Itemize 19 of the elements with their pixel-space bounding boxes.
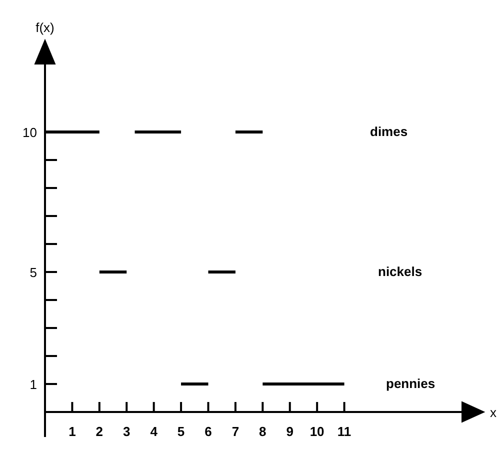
x-tick-label: 6 (204, 424, 212, 439)
x-tick-label: 10 (310, 424, 324, 439)
y-axis-title: f(x) (36, 20, 54, 35)
y-tick-label: 1 (30, 377, 37, 392)
x-tick-label: 11 (337, 424, 352, 439)
x-tick-label: 7 (232, 424, 240, 439)
y-tick-label: 5 (30, 265, 37, 280)
x-axis-title: x (490, 405, 497, 420)
x-tick-label: 3 (123, 424, 130, 439)
x-tick-label: 9 (286, 424, 294, 439)
x-tick-label: 1 (68, 424, 76, 439)
y-tick-label: 10 (22, 125, 37, 140)
text: nickels (378, 264, 422, 279)
x-tick-label: 8 (259, 424, 266, 439)
text: dimes (370, 124, 408, 139)
x-tick-label: 4 (150, 424, 158, 439)
x-tick-label: 5 (177, 424, 185, 439)
x-tick-label: 2 (96, 424, 104, 439)
text: pennies (386, 376, 436, 391)
